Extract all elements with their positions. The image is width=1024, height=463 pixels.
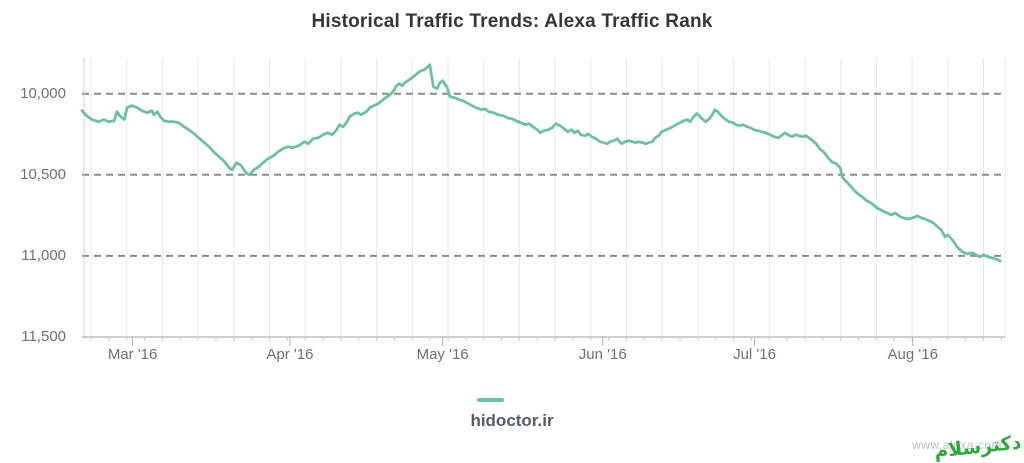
legend-line-swatch [477, 398, 505, 402]
legend-item[interactable]: hidoctor.ir [470, 398, 554, 431]
watermark-url-text: www.alexa.com [912, 438, 1002, 452]
watermark: www.alexa.com دکترسلام [884, 415, 1024, 463]
y-axis-label: 11,000 [21, 246, 66, 264]
legend-label: hidoctor.ir [470, 411, 554, 430]
x-axis-label: Jun '16 [578, 346, 627, 363]
chart-title: Historical Traffic Trends: Alexa Traffic… [311, 11, 713, 32]
y-axis-label: 10,000 [20, 84, 66, 102]
x-axis-label: May '16 [416, 346, 469, 363]
y-axis: 10,000 10,500 11,000 11,500 [0, 0, 70, 463]
y-axis-label: 10,500 [20, 165, 66, 183]
legend: hidoctor.ir [0, 398, 1024, 431]
x-axis-label: Aug '16 [887, 346, 938, 363]
watermark-logo: دکترسلام [932, 431, 1022, 463]
series-line [80, 63, 1002, 263]
x-axis-label: Mar '16 [107, 346, 158, 363]
x-axis-label: Apr '16 [266, 346, 314, 363]
y-axis-label: 11,500 [21, 328, 66, 345]
x-axis-label: Jul '16 [733, 346, 776, 363]
x-axis: Mar '16 Apr '16 May '16 Jun '16 Jul '16 Aug '… [0, 346, 1024, 366]
